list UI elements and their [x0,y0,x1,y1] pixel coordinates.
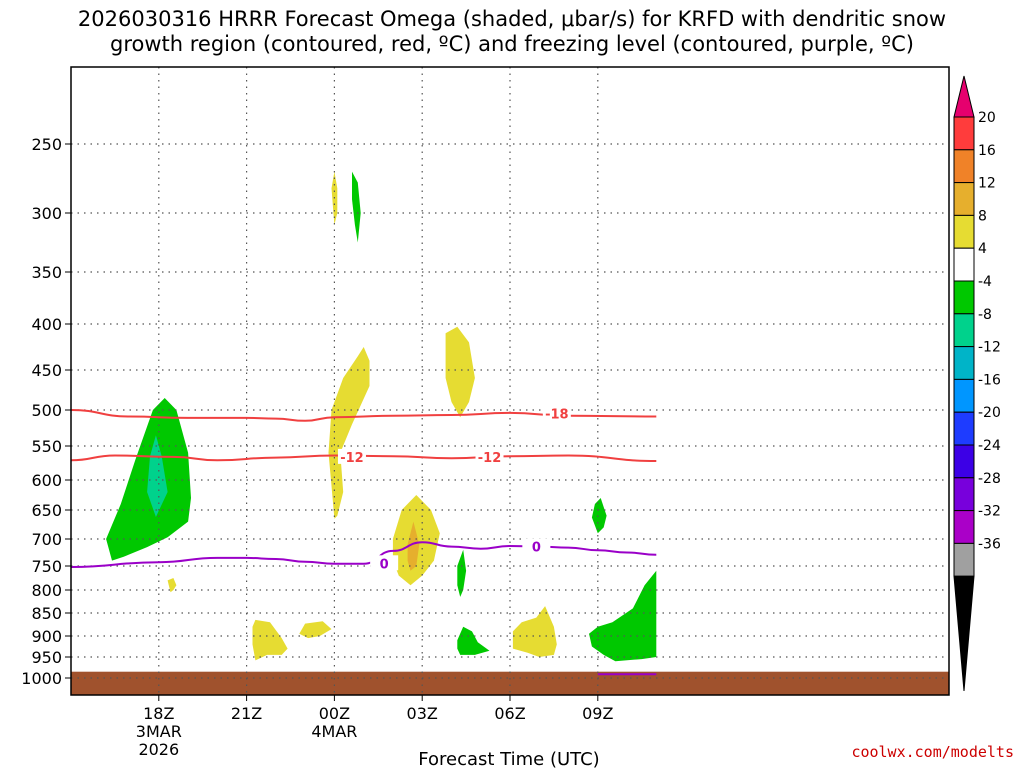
y-tick-label-250: 250 [31,135,62,154]
omega-region-12 [457,626,490,655]
omega-region-10 [445,326,475,418]
omega-region-9 [407,521,420,571]
colorbar-segment-7 [953,346,975,380]
ground-fill [71,671,949,695]
y-tick-label-900: 900 [31,627,62,646]
colorbar-segment-5 [953,280,975,315]
colorbar-segment-0 [953,116,975,151]
y-tick-label-950: 950 [31,648,62,667]
omega-region-11 [457,549,467,597]
chart-title-line1: 2026030316 HRRR Forecast Omega (shaded, … [78,7,946,31]
ground-layer [71,671,949,695]
omega-region-14 [589,570,657,662]
colorbar-top-arrow [953,75,975,118]
colorbar-segment-1 [953,149,975,184]
contour-label-3: 0 [380,557,389,572]
colorbar-segment-10 [953,444,975,479]
colorbar-segment-6 [953,313,975,348]
colorbar-label-7: -12 [978,340,1001,356]
contour-label-bg-3 [370,555,399,571]
credit-text: coolwx.com/modelts [851,743,1014,761]
contour-label-bg-2 [475,448,504,464]
colorbar-label-5: -4 [978,274,992,290]
y-tick-label-800: 800 [31,581,62,600]
x-tick-label-09Z: 09Z [582,704,613,723]
contour-line-3 [71,541,657,568]
colorbar-label-8: -16 [978,372,1001,388]
colorbar-label-4: 4 [978,241,987,257]
colorbar-segment-4 [953,247,975,282]
x-tick-label-03Z: 03Z [407,704,438,723]
colorbar-segment-12 [953,510,975,544]
colorbar-segment-13 [953,542,975,577]
colorbar-segment-2 [953,182,975,216]
colorbar: 20 16 12 8 4 -4 -8 -12 -16 -20 -24 -28 -32 -36 [953,75,1001,692]
colorbar-label-6: -8 [978,307,992,323]
colorbar-label-9: -20 [978,405,1001,421]
contour-label-bg-1 [337,448,366,464]
omega-region-7 [328,347,370,519]
y-tick-label-550: 550 [31,437,62,456]
y-axis: 250 300 350 400 450 500 550 600 650 700 750 800 850 9… [21,135,71,688]
colorbar-label-0: 20 [978,110,996,126]
x-tick-year-18Z: 2026 [138,740,179,759]
colorbar-segment-11 [953,477,975,512]
omega-region-2 [167,578,177,593]
y-tick-label-500: 500 [31,401,62,420]
y-tick-label-350: 350 [31,263,62,282]
colorbar-bottom-arrow [953,575,975,692]
colorbar-label-3: 8 [978,208,987,224]
colorbar-label-1: 16 [978,143,996,159]
chart-title-line2: growth region (contoured, red, ºC) and f… [110,32,914,56]
contour-label-0: -18 [545,408,569,423]
y-tick-label-600: 600 [31,471,62,490]
contour-line-1 [71,454,657,462]
x-tick-date-00Z: 4MAR [311,722,357,741]
contour-label-bg-0 [542,405,571,421]
y-tick-label-400: 400 [31,315,62,334]
colorbar-segment-3 [953,214,975,249]
contour-layer [71,409,657,676]
contour-label-1: -12 [340,451,364,466]
omega-region-3 [252,619,288,661]
omega-region-6 [352,171,361,243]
colorbar-label-10: -24 [978,438,1001,454]
y-tick-label-650: 650 [31,501,62,520]
colorbar-label-2: 12 [978,176,996,192]
contour-label-2: -12 [478,451,502,466]
x-tick-label-00Z: 00Z [319,704,350,723]
x-axis-label: Forecast Time (UTC) [418,749,599,768]
omega-region-13 [512,606,557,657]
omega-region-15 [591,498,607,534]
x-tick-date-18Z: 3MAR [136,722,182,741]
colorbar-label-11: -28 [978,471,1001,487]
contour-label-layer: -18 -12 -12 0 0 [337,405,571,572]
y-tick-label-700: 700 [31,530,62,549]
y-tick-label-1000: 1000 [21,669,62,688]
contour-label-bg-4 [522,538,551,554]
y-tick-label-300: 300 [31,204,62,223]
x-tick-label-06Z: 06Z [494,704,525,723]
grid-layer [71,67,949,695]
y-tick-label-750: 750 [31,557,62,576]
x-tick-label-21Z: 21Z [231,704,262,723]
contour-label-4: 0 [532,541,541,556]
colorbar-segment-8 [953,378,975,413]
omega-region-4 [299,621,332,639]
colorbar-segment-9 [953,411,975,446]
omega-shading-layer [106,171,657,662]
colorbar-label-12: -32 [978,504,1001,520]
contour-line-0 [71,409,657,422]
x-tick-label-18Z: 18Z [143,704,174,723]
y-tick-label-450: 450 [31,361,62,380]
y-tick-label-850: 850 [31,604,62,623]
colorbar-label-13: -36 [978,536,1001,552]
